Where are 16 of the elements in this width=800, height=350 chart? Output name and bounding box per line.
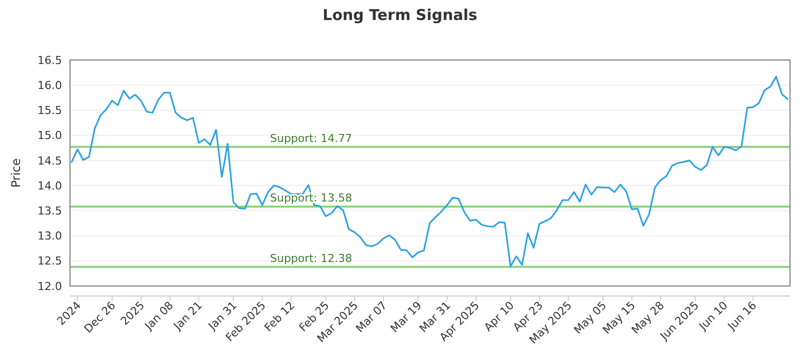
- y-tick-label: 15.0: [38, 129, 62, 142]
- y-tick-label: 16.0: [38, 78, 62, 92]
- ref-line-label: Support: 12.38: [270, 252, 352, 265]
- y-axis-title: Price: [9, 158, 23, 188]
- line-series: [70, 76, 788, 268]
- y-tick-label: 14.5: [38, 154, 62, 168]
- ref-line-label: Support: 14.77: [270, 132, 352, 145]
- y-tick-label: 16.5: [38, 54, 62, 67]
- x-tick-label: Dec 26: [82, 298, 118, 336]
- y-tick-label: 13.0: [38, 230, 62, 243]
- y-tick-label: 12.5: [38, 254, 62, 268]
- y-tick-label: 15.5: [38, 104, 62, 118]
- y-tick-label: 14.0: [38, 179, 62, 192]
- y-tick-label: 13.5: [38, 204, 62, 218]
- y-tick-label: 12.0: [38, 280, 62, 293]
- chart-title: Long Term Signals: [322, 6, 478, 24]
